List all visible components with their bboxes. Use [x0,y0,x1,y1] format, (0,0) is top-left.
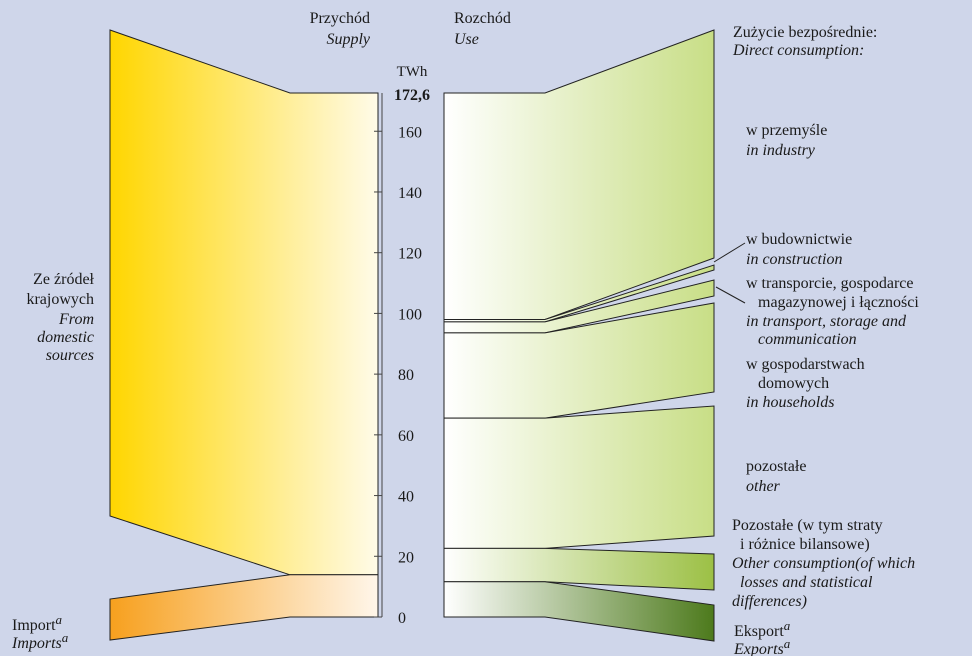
svg-text:losses and statistical: losses and statistical [740,574,873,591]
y-tick-label: 80 [398,367,414,384]
svg-text:in industry: in industry [746,142,816,159]
import-label: Importa Importsa [11,612,69,652]
y-tick-label: 160 [398,124,422,141]
use-flows [443,29,715,642]
svg-text:magazynowej i łączności: magazynowej i łączności [758,294,919,311]
use-title: Rozchód [454,10,511,27]
svg-text:communication: communication [758,331,857,348]
svg-text:domowych: domowych [758,375,829,392]
svg-text:From: From [58,311,94,328]
industry-flow [443,29,715,320]
domestic-label: Ze źródeł krajowych From domestic source… [26,271,94,364]
svg-text:Importsa: Importsa [11,630,69,652]
svg-text:differences): differences) [732,593,807,610]
use-title-en: Use [454,31,479,48]
supply-flows [109,29,379,641]
svg-text:Pozostałe (w tym straty: Pozostałe (w tym straty [732,517,883,534]
construction-leader [713,242,746,263]
svg-text:i różnice bilansowe): i różnice bilansowe) [740,536,870,553]
svg-text:in transport, storage and: in transport, storage and [746,313,907,330]
svg-text:in construction: in construction [746,251,842,268]
industry-label: w przemyśle in industry [746,122,827,159]
svg-text:krajowych: krajowych [26,291,94,308]
use-header: Zużycie bezpośrednie: [733,24,877,41]
export-label: Eksporta Exportsa [733,618,791,656]
y-tick-label: 100 [398,306,422,323]
y-tick-label: 0 [398,610,406,627]
other-label: pozostałe other [746,458,806,495]
svg-text:domestic: domestic [37,329,94,346]
supply-title-en: Supply [326,31,370,48]
svg-text:other: other [746,478,781,495]
supply-title: Przychód [310,10,370,27]
domestic-sources-flow [109,29,379,576]
svg-text:pozostałe: pozostałe [746,458,806,475]
households-label: w gospodarstwach domowych in households [746,356,865,411]
y-tick-label: 20 [398,549,414,566]
svg-text:Other consumption(of which: Other consumption(of which [732,555,915,572]
exports-flow [443,581,715,642]
use-header-en: Direct consumption: [732,42,864,59]
svg-text:w gospodarstwach: w gospodarstwach [746,356,865,373]
transport-leader [715,286,746,304]
svg-text:Exportsa: Exportsa [733,636,791,656]
y-tick-label: 40 [398,489,414,506]
y-axis: 0 20 40 60 80 100 120 140 160 [374,93,422,627]
svg-text:Ze źródeł: Ze źródeł [33,271,94,288]
svg-text:Importa: Importa [12,612,63,634]
other-consumption-label: Pozostałe (w tym straty i różnice bilans… [732,517,915,610]
other-flow [443,405,715,549]
construction-label: w budownictwie in construction [746,231,852,268]
svg-text:sources: sources [46,347,94,364]
svg-text:w przemyśle: w przemyśle [746,122,827,139]
transport-label: w transporcie, gospodarce magazynowej i … [746,275,919,348]
imports-flow [109,574,379,641]
svg-text:Eksporta: Eksporta [734,618,791,640]
svg-text:w budownictwie: w budownictwie [746,231,852,248]
y-tick-label: 120 [398,246,422,263]
y-tick-label: 60 [398,428,414,445]
svg-text:in households: in households [746,394,834,411]
y-tick-label: 140 [398,185,422,202]
unit-label: TWh [397,64,428,80]
svg-text:w transporcie, gospodarce: w transporcie, gospodarce [746,275,914,292]
total-label: 172,6 [394,87,430,104]
